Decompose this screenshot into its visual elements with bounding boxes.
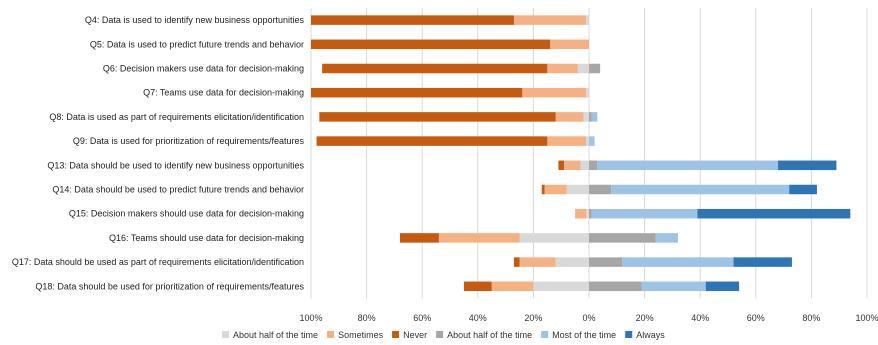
bar-most-of-the-time-pos-row-10 [622, 257, 734, 267]
bar-about-half-of-the-time-row-0 [586, 15, 589, 25]
legend-label-5: Always [636, 330, 665, 340]
bar-never-row-0 [311, 15, 514, 25]
bar-always-pos-row-8 [697, 208, 851, 219]
bar-sometimes-row-4 [555, 112, 584, 122]
bar-never-row-11 [463, 281, 492, 292]
bar-always-pos-row-11 [705, 281, 740, 292]
bars [311, 15, 851, 292]
bar-most-of-the-time-pos-row-8 [591, 208, 698, 219]
bar-about-half-of-the-time-row-2 [577, 63, 589, 74]
bar-never-row-1 [311, 39, 551, 50]
category-labels: Q4: Data is used to identify new busines… [12, 15, 305, 291]
x-tick-label-5: 0% [582, 313, 595, 323]
x-tick-label-1: 80% [358, 313, 376, 323]
category-label-1: Q5: Data is used to predict future trend… [90, 39, 304, 49]
legend-label-4: Most of the time [552, 330, 616, 340]
bar-most-of-the-time-pos-row-4 [591, 112, 598, 122]
category-label-8: Q15: Decision makers should use data for… [69, 209, 304, 219]
legend: About half of the time Sometimes Never Abou… [222, 330, 665, 340]
x-tick-label-8: 60% [747, 313, 765, 323]
legend-swatch-1 [327, 331, 335, 338]
bar-about-half-of-the-time-row-9 [519, 233, 589, 243]
x-tick-label-9: 80% [802, 313, 820, 323]
bar-sometimes-row-9 [438, 233, 520, 243]
bar-about-half-of-the-time-pos-row-8 [589, 208, 592, 219]
bar-about-half-of-the-time-pos-row-2 [589, 63, 601, 74]
category-label-0: Q4: Data is used to identify new busines… [85, 15, 305, 25]
bar-sometimes-row-0 [513, 15, 587, 25]
bar-never-row-10 [513, 257, 520, 267]
bar-about-half-of-the-time-row-3 [586, 87, 589, 98]
legend-swatch-4 [541, 331, 549, 338]
category-label-4: Q8: Data is used as part of requirements… [49, 112, 304, 122]
bar-about-half-of-the-time-pos-row-7 [589, 184, 612, 195]
category-label-6: Q13: Data should be used to identify new… [47, 160, 304, 170]
bar-most-of-the-time-pos-row-9 [655, 233, 678, 243]
x-tick-label-6: 20% [636, 313, 654, 323]
bar-about-half-of-the-time-row-11 [533, 281, 589, 292]
legend-swatch-2 [392, 331, 400, 338]
bar-about-half-of-the-time-pos-row-9 [589, 233, 656, 243]
legend-swatch-5 [625, 331, 633, 338]
bar-always-pos-row-7 [789, 184, 817, 195]
legend-label-3: About half of the time [447, 330, 532, 340]
bar-about-half-of-the-time-row-7 [566, 184, 589, 195]
bar-about-half-of-the-time-pos-row-4 [589, 112, 592, 122]
bar-about-half-of-the-time-row-8 [586, 208, 589, 219]
x-tick-label-7: 40% [691, 313, 709, 323]
x-tick-label-2: 60% [413, 313, 431, 323]
category-label-10: Q17: Data should be used as part of requ… [12, 257, 304, 267]
bar-about-half-of-the-time-pos-row-10 [589, 257, 623, 267]
bar-never-row-4 [319, 112, 556, 122]
x-tick-label-10: 100% [855, 313, 878, 323]
category-label-2: Q6: Decision makers use data for decisio… [103, 64, 304, 74]
bar-about-half-of-the-time-row-10 [555, 257, 589, 267]
bar-most-of-the-time-pos-row-11 [641, 281, 706, 292]
category-label-5: Q9: Data is used for prioritization of r… [73, 136, 305, 146]
category-label-11: Q18: Data should be used for prioritizat… [35, 281, 304, 291]
x-tick-label-4: 20% [524, 313, 542, 323]
bar-sometimes-row-1 [550, 39, 589, 50]
bar-always-pos-row-6 [778, 160, 837, 171]
legend-label-1: Sometimes [338, 330, 384, 340]
bar-never-row-3 [311, 87, 523, 98]
bar-sometimes-row-11 [491, 281, 534, 292]
bar-sometimes-row-10 [519, 257, 556, 267]
category-label-3: Q7: Teams use data for decision-making [143, 88, 304, 98]
bar-about-half-of-the-time-row-4 [583, 112, 589, 122]
legend-label-2: Never [403, 330, 427, 340]
x-tick-label-0: 100% [299, 313, 322, 323]
bar-most-of-the-time-pos-row-7 [611, 184, 790, 195]
bar-sometimes-row-7 [544, 184, 567, 195]
grid-lines [310, 8, 868, 299]
bar-never-row-7 [541, 184, 545, 195]
bar-never-row-2 [322, 63, 548, 74]
bar-most-of-the-time-pos-row-5 [589, 136, 595, 146]
x-tick-label-3: 40% [469, 313, 487, 323]
legend-label-0: About half of the time [233, 330, 318, 340]
category-label-9: Q16: Teams should use data for decision-… [109, 233, 304, 243]
bar-never-row-5 [316, 136, 548, 146]
bar-sometimes-row-8 [575, 208, 587, 219]
category-label-7: Q14: Data should be used to predict futu… [52, 185, 304, 195]
bar-always-pos-row-10 [733, 257, 792, 267]
bar-sometimes-row-3 [522, 87, 587, 98]
legend-swatch-0 [222, 331, 229, 338]
bar-never-row-9 [399, 233, 439, 243]
bar-sometimes-row-2 [547, 63, 578, 74]
bar-most-of-the-time-pos-row-6 [597, 160, 779, 171]
bar-about-half-of-the-time-row-6 [580, 160, 589, 171]
bar-sometimes-row-6 [563, 160, 581, 171]
bar-never-row-6 [558, 160, 564, 171]
bar-sometimes-row-5 [547, 136, 587, 146]
legend-swatch-3 [436, 331, 444, 338]
bar-about-half-of-the-time-row-5 [586, 136, 589, 146]
bar-about-half-of-the-time-pos-row-6 [589, 160, 598, 171]
x-tick-labels: 100% 80% 60% 40% 20% 0% 20% 40% 60% 80% 100% [299, 313, 878, 323]
bar-about-half-of-the-time-pos-row-11 [589, 281, 642, 292]
